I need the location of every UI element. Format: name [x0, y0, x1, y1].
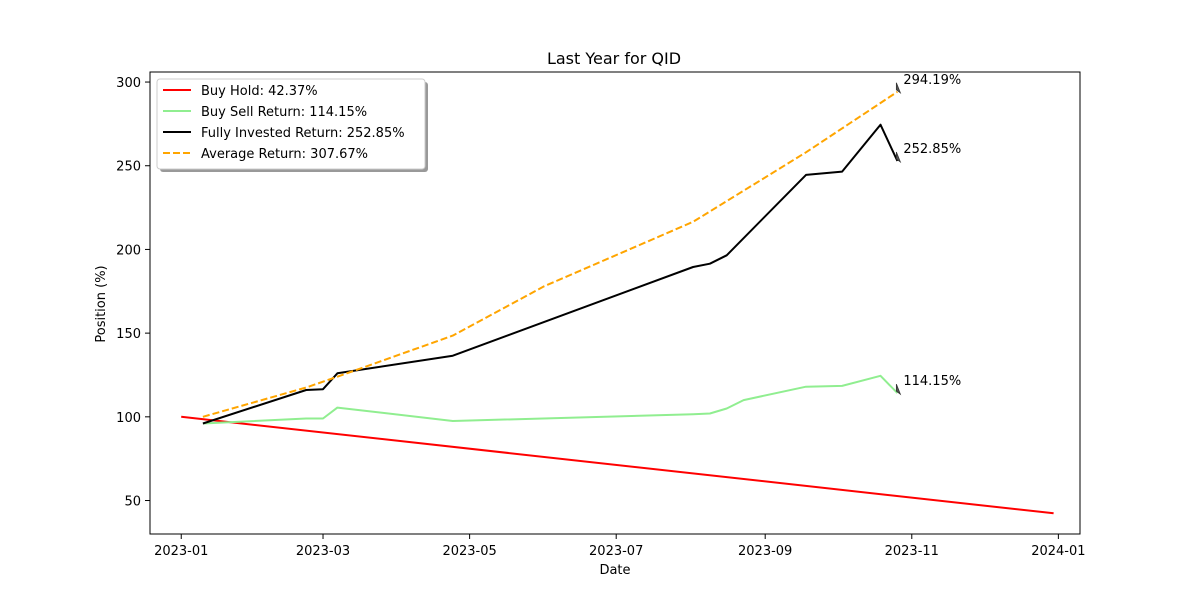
y-tick-label: 200 — [116, 243, 141, 258]
x-tick-label: 2023-11 — [885, 544, 939, 559]
series-line-0 — [181, 415, 1054, 515]
y-tick-label: 250 — [116, 160, 141, 175]
x-tick-label: 2023-03 — [296, 544, 350, 559]
annotation-arrow — [895, 151, 902, 164]
y-tick-label: 150 — [116, 327, 141, 342]
x-tick-label: 2023-05 — [442, 544, 496, 559]
x-tick-label: 2023-07 — [589, 544, 643, 559]
y-tick-label: 300 — [116, 76, 141, 91]
series-line-1 — [202, 374, 899, 425]
y-axis-label: Position (%) — [94, 265, 109, 342]
legend-entry: Average Return: 307.67% — [201, 147, 368, 162]
legend-entry: Buy Sell Return: 114.15% — [201, 105, 367, 120]
annotation-label: 114.15% — [903, 374, 961, 389]
annotation-arrow — [895, 82, 902, 94]
legend-entry: Buy Hold: 42.37% — [201, 84, 318, 99]
y-tick-label: 50 — [124, 495, 141, 510]
x-axis-label: Date — [599, 563, 630, 578]
annotation-layer: 294.19% 252.85% 114.15% — [895, 73, 961, 396]
annotation-label: 252.85% — [903, 142, 961, 157]
annotation-arrow — [895, 383, 902, 396]
axes-group: 2023-01 2023-03 2023-05 2023-07 2023-09 2023-… — [116, 76, 1085, 559]
legend-box — [156, 78, 426, 170]
x-tick-label: 2023-01 — [154, 544, 208, 559]
x-tick-label: 2023-09 — [738, 544, 792, 559]
legend-entry: Fully Invested Return: 252.85% — [201, 126, 405, 141]
annotation-label: 294.19% — [903, 73, 961, 88]
plot-frame — [149, 71, 1081, 535]
series-line-2 — [202, 123, 899, 425]
chart-title: Last Year for QID — [547, 49, 681, 68]
series-line-3 — [202, 90, 898, 418]
series-layer — [181, 90, 1054, 515]
x-tick-label: 2024-01 — [1031, 544, 1085, 559]
legend: Buy Hold: 42.37% Buy Sell Return: 114.15%… — [156, 78, 428, 172]
y-tick-label: 100 — [116, 411, 141, 426]
